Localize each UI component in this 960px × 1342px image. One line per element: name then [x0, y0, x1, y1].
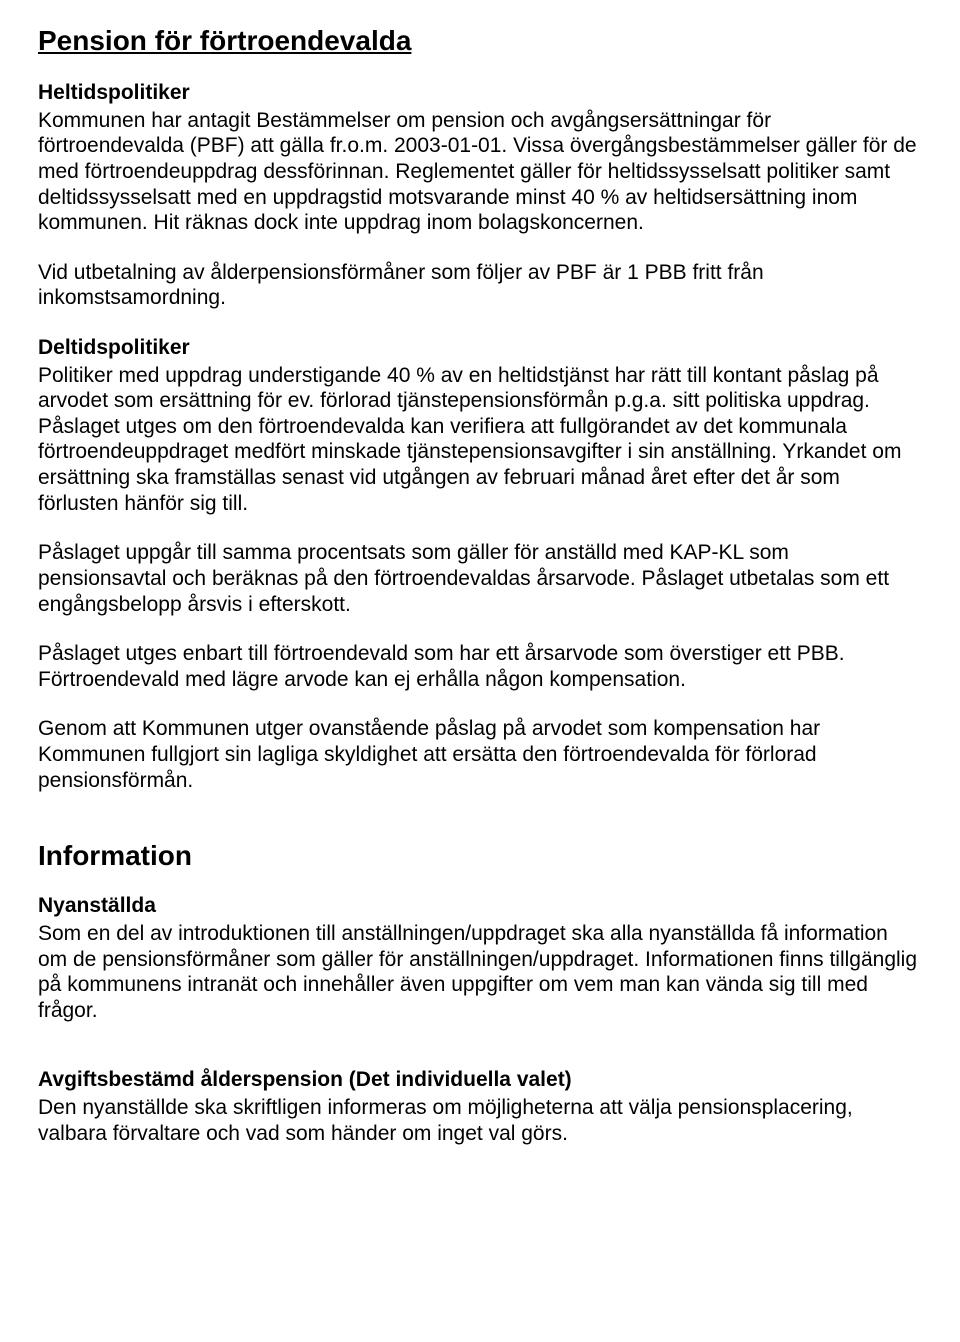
- paragraph: Politiker med uppdrag understigande 40 %…: [38, 363, 922, 517]
- paragraph: Genom att Kommunen utger ovanstående pås…: [38, 716, 922, 793]
- paragraph: Kommunen har antagit Bestämmelser om pen…: [38, 108, 922, 236]
- heading-information: Information: [38, 839, 922, 873]
- spacer: [38, 1047, 922, 1067]
- paragraph: Den nyanställde ska skriftligen informer…: [38, 1095, 922, 1146]
- heading-nyanstallda: Nyanställda: [38, 893, 922, 919]
- paragraph: Påslaget uppgår till samma procentsats s…: [38, 540, 922, 617]
- paragraph: Vid utbetalning av ålderpensionsförmåner…: [38, 260, 922, 311]
- heading-heltidspolitiker: Heltidspolitiker: [38, 80, 922, 106]
- heading-avgiftsbestamd: Avgiftsbestämd ålderspension (Det indivi…: [38, 1067, 922, 1093]
- page-title: Pension för förtroendevalda: [38, 24, 922, 58]
- paragraph: Påslaget utges enbart till förtroendeval…: [38, 641, 922, 692]
- heading-deltidspolitiker: Deltidspolitiker: [38, 335, 922, 361]
- paragraph: Som en del av introduktionen till anstäl…: [38, 921, 922, 1023]
